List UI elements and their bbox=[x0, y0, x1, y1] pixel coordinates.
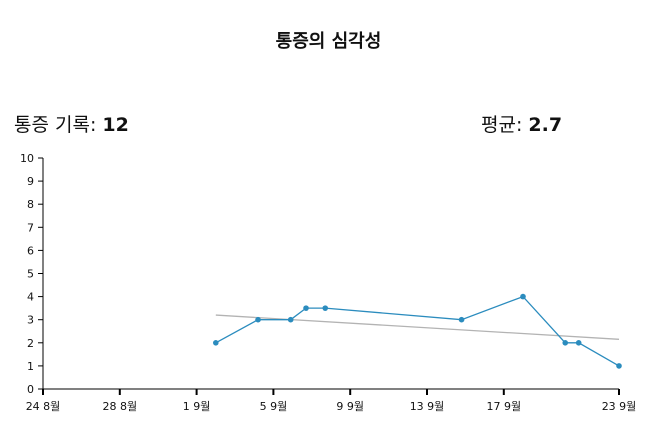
pain-record-count-label: 통증 기록: bbox=[14, 114, 103, 136]
x-tick-label: 28 8월 bbox=[102, 400, 137, 413]
pain-data-point bbox=[616, 363, 622, 369]
y-tick-label: 2 bbox=[27, 337, 34, 350]
pain-data-point bbox=[287, 316, 294, 323]
x-tick-label: 13 9월 bbox=[410, 400, 445, 413]
pain-data-point bbox=[458, 316, 465, 323]
average-pain-label: 평균: bbox=[481, 114, 529, 136]
average-pain-value: 2.7 bbox=[528, 114, 563, 136]
pain-data-point bbox=[255, 316, 261, 323]
average-pain: 평균: 2.7 bbox=[481, 110, 562, 137]
y-tick-label: 1 bbox=[27, 360, 34, 373]
y-tick-label: 10 bbox=[20, 152, 34, 165]
chart-title: 통증의 심각성 bbox=[275, 31, 382, 52]
pain-record-count-value: 12 bbox=[102, 114, 129, 136]
x-tick-label: 23 9월 bbox=[602, 400, 637, 413]
y-tick-label: 4 bbox=[27, 291, 34, 304]
y-tick-label: 0 bbox=[27, 383, 34, 396]
pain-record-count: 통증 기록: 12 bbox=[14, 110, 129, 137]
y-tick-label: 9 bbox=[27, 175, 34, 188]
y-tick-label: 8 bbox=[27, 198, 34, 211]
pain-data-point bbox=[303, 305, 309, 311]
x-tick-label: 24 8월 bbox=[26, 400, 61, 413]
pain-data-point bbox=[322, 305, 329, 311]
x-tick-label: 17 9월 bbox=[486, 400, 521, 413]
pain-data-point bbox=[213, 340, 219, 346]
x-tick-label: 9 9월 bbox=[336, 400, 364, 413]
pain-data-point bbox=[562, 340, 569, 346]
x-tick-label: 5 9월 bbox=[260, 400, 288, 413]
pain-series-line bbox=[215, 295, 620, 367]
y-tick-label: 6 bbox=[27, 244, 34, 257]
y-tick-label: 5 bbox=[27, 268, 34, 281]
pain-data-point bbox=[575, 340, 582, 346]
y-tick-label: 3 bbox=[27, 314, 34, 327]
y-tick-label: 7 bbox=[27, 221, 34, 234]
x-tick-label: 1 9월 bbox=[183, 400, 211, 413]
pain-data-point bbox=[520, 293, 526, 300]
